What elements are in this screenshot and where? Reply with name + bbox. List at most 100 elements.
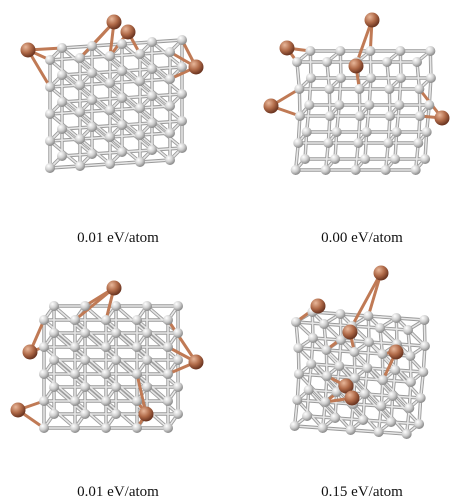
bond	[323, 390, 339, 404]
bond	[120, 148, 154, 154]
bond-highlight	[408, 397, 422, 409]
bond-highlight	[363, 367, 369, 395]
bond	[297, 362, 313, 376]
host-atom	[142, 301, 152, 311]
host-atom	[163, 342, 173, 352]
bond-highlight	[351, 325, 381, 329]
bond-highlight	[328, 77, 342, 90]
bond	[60, 100, 94, 129]
bond	[108, 123, 124, 139]
bond-highlight	[362, 393, 366, 421]
bond-highlight	[169, 66, 183, 80]
bond	[138, 79, 172, 108]
bond-highlight	[295, 321, 325, 325]
bond-highlight	[105, 359, 117, 375]
bond	[383, 157, 397, 172]
host-atom	[394, 100, 405, 110]
bond-highlight	[425, 104, 431, 133]
bond-highlight	[79, 72, 93, 86]
bond	[296, 130, 309, 145]
bond	[166, 360, 198, 376]
bond	[380, 352, 413, 384]
bond-highlight	[109, 70, 123, 84]
bond-highlight	[335, 365, 341, 393]
bond-highlight	[329, 104, 341, 117]
bond	[78, 81, 112, 87]
bond	[408, 344, 427, 358]
bond-highlight	[84, 386, 117, 415]
bond-highlight	[296, 389, 310, 401]
host-atom	[375, 323, 385, 333]
bond-highlight	[74, 359, 86, 375]
bond	[365, 340, 371, 370]
bond	[297, 372, 327, 404]
bond-highlight	[53, 305, 86, 334]
bond	[104, 304, 118, 322]
bond	[120, 121, 154, 127]
host-atom	[45, 136, 55, 146]
bond-highlight	[109, 43, 123, 57]
bond	[310, 310, 343, 316]
host-atom	[304, 100, 315, 110]
bond-highlight	[388, 77, 402, 90]
bond	[407, 396, 423, 410]
host-atom	[163, 369, 173, 379]
bond	[138, 94, 154, 110]
bond-highlight	[136, 332, 148, 348]
bond	[324, 348, 357, 354]
bond-highlight	[105, 305, 117, 321]
host-atom	[405, 377, 416, 387]
host-atom	[163, 315, 173, 325]
bond	[150, 121, 184, 150]
bond-highlight	[419, 371, 425, 399]
bond	[90, 123, 124, 129]
host-atom	[177, 143, 187, 153]
bond-highlight	[139, 68, 153, 82]
bond	[418, 370, 425, 400]
bond-highlight	[79, 109, 111, 113]
host-atom	[425, 46, 436, 56]
bond	[120, 94, 154, 100]
bond	[362, 366, 369, 396]
bond-highlight	[394, 131, 398, 160]
bond-highlight	[324, 391, 338, 403]
host-atom	[75, 107, 85, 117]
bond	[328, 103, 341, 118]
bond-highlight	[139, 105, 171, 109]
cluster-1-atoms	[20, 14, 204, 173]
bond-highlight	[349, 419, 364, 431]
bond-highlight	[91, 45, 123, 72]
bond	[168, 119, 184, 135]
bond	[135, 372, 148, 416]
bond	[389, 394, 395, 424]
bond	[108, 69, 124, 85]
bond-highlight	[53, 386, 86, 415]
bond	[145, 358, 180, 389]
bond	[135, 372, 170, 403]
bond	[311, 336, 341, 368]
bond-highlight	[49, 140, 81, 167]
host-atom	[391, 127, 402, 137]
bond-highlight	[324, 401, 355, 405]
bond	[376, 420, 393, 434]
bond	[309, 362, 339, 394]
host-atom	[117, 39, 127, 49]
bond	[90, 98, 124, 127]
bond-highlight	[139, 41, 153, 55]
host-atom	[347, 321, 357, 331]
bond-highlight	[366, 367, 397, 371]
bond-highlight	[84, 305, 117, 334]
bond	[78, 137, 112, 166]
bond-highlight	[49, 113, 81, 140]
bond-highlight	[388, 88, 391, 117]
bond-highlight	[338, 365, 369, 369]
bond	[48, 100, 64, 116]
bond	[150, 38, 184, 44]
bond-highlight	[91, 72, 123, 99]
host-atom	[415, 393, 426, 403]
host-atom	[320, 165, 331, 175]
bond-highlight	[382, 379, 412, 383]
bond-highlight	[293, 415, 308, 427]
bond-highlight	[379, 327, 409, 331]
bond	[168, 65, 184, 81]
